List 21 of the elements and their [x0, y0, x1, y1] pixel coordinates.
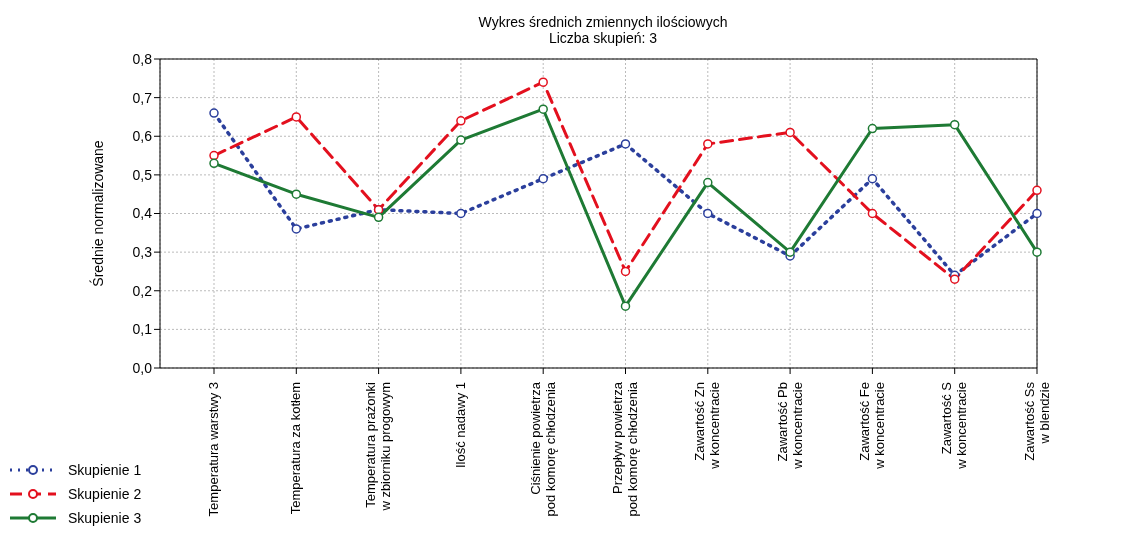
x-tick-label: Temperatura warstwy 3	[206, 382, 221, 517]
legend-label: Skupienie 1	[68, 462, 142, 478]
y-tick-label: 0,4	[132, 205, 153, 222]
y-tick-label: 0,0	[132, 359, 153, 376]
x-tick-label: Ilość nadawy 1	[452, 382, 468, 468]
chart-subtitle: Liczba skupień: 3	[547, 30, 659, 46]
x-tick-label: Temperatura za kotłem	[288, 382, 304, 515]
y-tick-label: 0,7	[132, 89, 153, 106]
x-tick-label: Temperatura prażonki w zbiorniku progowym	[363, 381, 394, 512]
legend-label: Skupienie 2	[68, 486, 142, 502]
y-axis-title: Średnie normalizowane	[88, 140, 106, 287]
chart-title: Wykres średnich zmiennych ilościowych	[477, 14, 729, 30]
legend-label: Skupienie 3	[68, 510, 142, 526]
x-tick-label: Ciśnienie powietrza pod komorę chłodzenia	[527, 381, 558, 517]
y-tick-label: 0,1	[132, 321, 153, 338]
y-tick-label: 0,8	[132, 50, 153, 67]
y-tick-label: 0,3	[132, 244, 153, 261]
y-tick-label: 0,5	[132, 166, 153, 183]
x-tick-label: Zawartość Ss w blendzie	[1021, 381, 1052, 461]
y-tick-label: 0,6	[132, 128, 153, 145]
y-tick-label: 0,2	[132, 282, 153, 299]
